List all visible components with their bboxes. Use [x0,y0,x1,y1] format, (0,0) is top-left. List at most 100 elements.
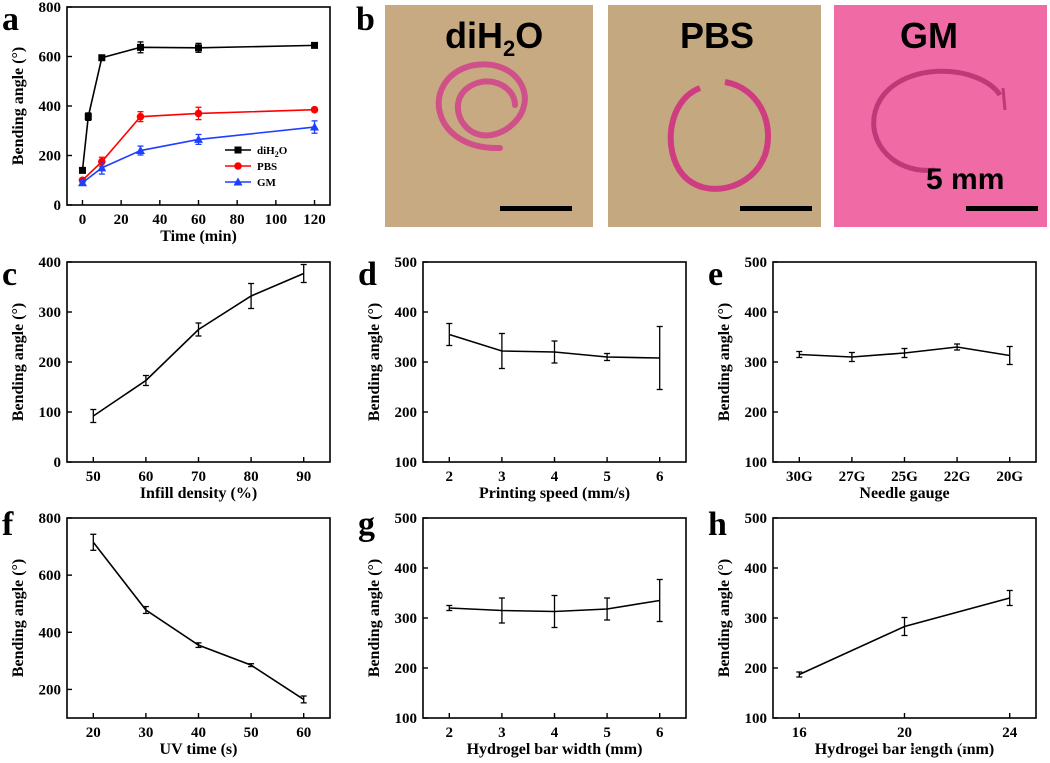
y-tick-label: 500 [395,255,418,271]
panel-letter-g: g [358,506,375,543]
photo-pbs: PBS [608,5,821,227]
y-axis-label: Bending angle (°) [366,303,383,421]
x-tick-label: 60 [296,725,311,741]
x-tick-label: 20 [114,212,129,228]
y-tick-label: 200 [39,355,62,371]
y-tick-label: 400 [39,255,62,271]
y-tick-label: 600 [39,568,62,584]
data-point [84,113,92,121]
chart-d: 100 200 300 400 500 2 3 4 5 6 Printing speed (mm/s… [366,255,687,502]
x-tick-label: 90 [296,469,311,485]
y-tick-label: 400 [39,625,62,641]
y-tick-label: 200 [745,661,768,677]
x-tick-label: 5 [603,725,611,741]
y-tick-label: 200 [395,405,418,421]
y-tick-label: 200 [395,661,418,677]
data-point [195,44,202,52]
legend-marker [234,162,242,170]
x-tick-label: 3 [498,469,506,485]
data-point [311,41,319,49]
series-0 [446,578,663,629]
series-0 [796,589,1013,678]
scale-bar [500,206,572,211]
data-point [78,166,86,174]
plot-frame [66,6,331,206]
photo-background [834,5,1047,227]
legend-label: diH2O [257,145,288,159]
x-axis-label: Infill density (%) [140,485,257,502]
photo-label-dih2o: diH2O [445,15,543,61]
y-tick-label: 100 [745,711,768,727]
data-point [136,112,145,121]
legend-marker [234,146,242,154]
data-point [136,43,144,51]
photo-dih2o: diH2O [385,5,593,227]
y-tick-label: 300 [745,611,768,627]
series-GM [77,120,320,187]
x-tick-label: 20 [86,725,101,741]
x-tick-label: 70 [191,469,206,485]
x-tick-label: 80 [244,469,259,485]
legend: diH2O PBS GM [225,145,288,189]
data-point [310,105,319,114]
y-tick-label: 100 [745,455,768,471]
data-point [77,178,87,187]
x-tick-label: 6 [656,725,664,741]
data-point [98,54,106,62]
x-tick-label: 30 [138,725,153,741]
y-axis-label: Bending angle (°) [10,559,27,677]
y-axis-label: Bending angle (°) [10,47,27,165]
x-tick-label: 25G [891,469,918,485]
y-tick-label: 400 [39,99,62,115]
panel-letter-c: c [2,256,17,293]
x-axis-label: Printing speed (mm/s) [479,485,630,502]
x-tick-label: 4 [551,469,559,485]
hydrogel-ring [667,79,772,192]
y-tick-label: 600 [39,50,62,66]
data-point [310,122,320,131]
y-tick-label: 100 [395,455,418,471]
y-tick-label: 400 [745,561,768,577]
y-tick-label: 300 [39,305,62,321]
data-point [97,163,107,172]
x-tick-label: 16 [792,725,808,741]
plot-frame [66,517,331,719]
y-tick-label: 300 [395,611,418,627]
y-tick-label: 500 [395,511,418,527]
x-tick-label: 60 [191,212,206,228]
x-tick-label: 20G [996,469,1023,485]
y-tick-label: 400 [395,305,418,321]
y-tick-label: 300 [745,355,768,371]
data-point [194,109,203,118]
y-axis-label: Bending angle (°) [366,559,383,677]
watermark: 知乎 @十六七 [868,733,969,752]
chart-g: 100 200 300 400 500 2 3 4 5 6 Hydrogel bar width (… [366,511,687,758]
plot-frame [66,261,331,463]
y-tick-label: 500 [745,511,768,527]
x-tick-label: 27G [839,469,866,485]
series-line [798,597,1010,676]
x-tick-label: 30G [786,469,813,485]
chart-e: 100 200 300 400 500 30G 27G 25G 22G 20G Needle gau… [716,255,1037,502]
series-diH2O [78,41,319,174]
plot-frame [772,261,1037,463]
x-tick-label: 120 [303,212,326,228]
y-tick-label: 800 [39,511,62,527]
y-tick-label: 800 [39,0,62,16]
x-tick-label: 50 [244,725,259,741]
y-tick-label: 400 [745,305,768,321]
chart-f: 200 400 600 800 20 30 40 50 60 UV time (s) Bending… [10,511,331,758]
series-0 [90,533,307,704]
data-point [135,146,145,155]
x-tick-label: 5 [603,469,611,485]
x-tick-label: 6 [656,469,664,485]
x-tick-label: 22G [944,469,971,485]
chart-h: 100 200 300 400 500 16 20 24 Hydrogel bar length… [716,511,1037,758]
y-tick-label: 200 [39,149,62,165]
hydrogel-arc [871,68,1007,173]
y-tick-label: 500 [745,255,768,271]
photo-label-gm: GM [900,15,958,56]
panel-letter-f: f [2,506,14,543]
